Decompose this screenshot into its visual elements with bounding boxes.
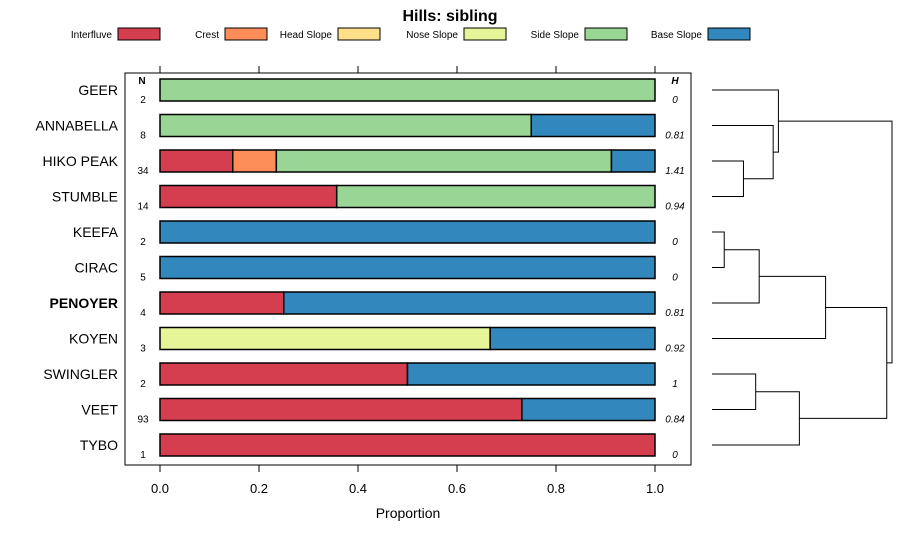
- y-axis-labels: GEER ANNABELLA HIKO PEAK STUMBLE KEEFA CIRAC P…: [36, 82, 119, 453]
- n-value-geer: 2: [140, 95, 146, 106]
- dendrogram-branch: [778, 120, 893, 364]
- dendrogram-branch: [712, 373, 757, 410]
- y-label-penoyer: PENOYER: [50, 295, 118, 311]
- h-value-hiko-peak: 1.41: [665, 166, 684, 177]
- n-value-stumble: 14: [137, 202, 149, 213]
- bar-segment-hiko-peak-base-slope: [610, 149, 656, 173]
- legend-label-crest: Crest: [195, 30, 219, 41]
- bar-segment-stumble-side-slope: [335, 184, 656, 209]
- bar-segment-annabella-base-slope: [530, 113, 656, 138]
- legend-label-base-slope: Base Slope: [651, 30, 703, 41]
- bar-segment-tybo-interfluve: [159, 433, 656, 457]
- dendrogram: [712, 89, 893, 446]
- x-tick-label: 0.4: [349, 481, 367, 496]
- bar-segment-cirac-base-slope: [159, 255, 656, 280]
- bar-segment-hiko-peak-interfluve: [159, 149, 234, 173]
- y-label-tybo: TYBO: [80, 437, 118, 453]
- x-tick-label: 1.0: [646, 481, 664, 496]
- y-label-hiko-peak: HIKO PEAK: [43, 153, 119, 169]
- n-value-hiko-peak: 34: [137, 166, 149, 177]
- h-value-tybo: 0: [672, 450, 678, 461]
- bars: [159, 78, 656, 457]
- h-value-keefa: 0: [672, 237, 678, 248]
- n-value-penoyer: 4: [140, 308, 146, 319]
- legend-label-nose-slope: Nose Slope: [406, 30, 458, 41]
- dendrogram-branch: [712, 125, 774, 180]
- legend-swatch-side-slope: [584, 27, 628, 41]
- y-label-veet: VEET: [81, 402, 118, 418]
- x-tick-label: 0.2: [250, 481, 268, 496]
- h-value-veet: 0.84: [665, 415, 685, 426]
- h-value-cirac: 0: [672, 273, 678, 284]
- n-value-cirac: 5: [140, 273, 146, 284]
- n-value-veet: 93: [137, 415, 149, 426]
- h-value-geer: 0: [672, 95, 678, 106]
- n-header: N: [138, 76, 145, 87]
- dendrogram-branch: [712, 275, 827, 339]
- y-label-koyen: KOYEN: [69, 331, 118, 347]
- bar-segment-annabella-side-slope: [159, 113, 532, 138]
- n-values: 2 8 34 14 2 5 4 3 2 93 1: [137, 95, 149, 461]
- legend-swatch-base-slope: [707, 27, 751, 41]
- bar-segment-geer-side-slope: [159, 78, 656, 102]
- bar-segment-swingler-base-slope: [406, 362, 656, 386]
- n-value-annabella: 8: [140, 131, 146, 142]
- h-values: 0 0.81 1.41 0.94 0 0 0.81 0.92 1 0.84 0: [665, 95, 685, 461]
- dendrogram-branch: [712, 231, 725, 268]
- x-tick-label: 0.8: [547, 481, 565, 496]
- top-ticks: [159, 66, 656, 73]
- bar-segment-koyen-nose-slope: [159, 326, 491, 351]
- y-label-cirac: CIRAC: [74, 260, 118, 276]
- bar-segment-swingler-interfluve: [159, 362, 409, 386]
- h-header: H: [671, 76, 679, 87]
- bar-segment-penoyer-base-slope: [283, 291, 656, 315]
- n-value-keefa: 2: [140, 237, 146, 248]
- y-label-swingler: SWINGLER: [43, 366, 118, 382]
- legend-swatch-nose-slope: [463, 27, 507, 41]
- dendrogram-branch: [712, 160, 744, 197]
- h-value-stumble: 0.94: [665, 202, 685, 213]
- y-label-stumble: STUMBLE: [52, 189, 118, 205]
- bar-segment-koyen-base-slope: [489, 326, 656, 351]
- dendrogram-branch: [712, 249, 760, 304]
- bar-segment-hiko-peak-side-slope: [275, 149, 613, 173]
- h-value-koyen: 0.92: [665, 344, 685, 355]
- chart-title: Hills: sibling: [402, 8, 497, 25]
- legend-swatch-head-slope: [337, 27, 381, 41]
- legend-label-head-slope: Head Slope: [280, 30, 333, 41]
- legend-label-side-slope: Side Slope: [531, 30, 580, 41]
- bar-segment-veet-base-slope: [521, 397, 656, 422]
- plot-frame: [124, 72, 692, 466]
- legend-swatch-crest: [224, 27, 268, 41]
- n-value-koyen: 3: [140, 344, 146, 355]
- legend: Interfluve Crest Head Slope Nose Slope Side …: [71, 27, 751, 41]
- y-label-annabella: ANNABELLA: [36, 118, 119, 134]
- x-tick-label: 0.0: [151, 481, 169, 496]
- dendrogram-branch: [712, 89, 779, 153]
- x-axis: 0.0 0.2 0.4 0.6 0.8 1.0: [151, 465, 664, 496]
- h-value-swingler: 1: [672, 379, 678, 390]
- bar-segment-penoyer-interfluve: [159, 291, 285, 315]
- bar-segment-stumble-interfluve: [159, 184, 338, 209]
- h-value-annabella: 0.81: [665, 131, 684, 142]
- n-value-swingler: 2: [140, 379, 146, 390]
- bar-segment-veet-interfluve: [159, 397, 523, 422]
- bar-segment-hiko-peak-crest: [232, 149, 278, 173]
- legend-label-interfluve: Interfluve: [71, 30, 113, 41]
- h-value-penoyer: 0.81: [665, 308, 684, 319]
- y-label-geer: GEER: [78, 82, 118, 98]
- bar-segment-keefa-base-slope: [159, 220, 656, 244]
- n-value-tybo: 1: [140, 450, 146, 461]
- legend-swatch-interfluve: [117, 27, 161, 41]
- y-label-keefa: KEEFA: [73, 224, 119, 240]
- x-tick-label: 0.6: [448, 481, 466, 496]
- dendrogram-branch: [799, 306, 888, 419]
- x-axis-label: Proportion: [376, 505, 441, 521]
